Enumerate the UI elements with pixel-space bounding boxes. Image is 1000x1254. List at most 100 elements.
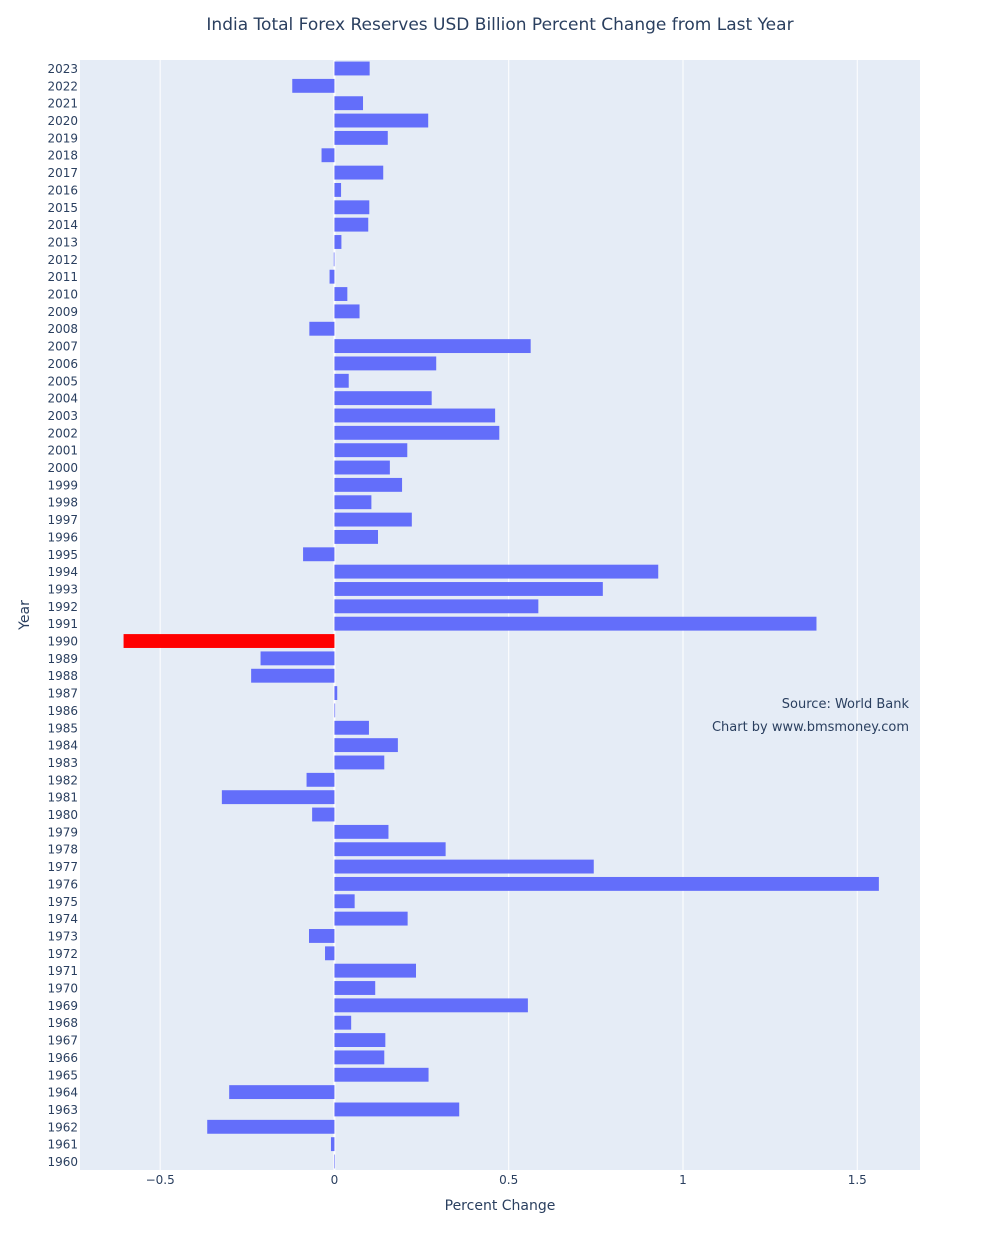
y-tick-label: 1999 xyxy=(47,478,78,492)
bar xyxy=(334,998,528,1013)
y-tick-label: 1974 xyxy=(47,912,78,926)
y-tick-label: 1987 xyxy=(47,687,78,701)
y-tick-label: 2009 xyxy=(47,305,78,319)
bar xyxy=(334,720,369,735)
chart-title: India Total Forex Reserves USD Billion P… xyxy=(206,15,793,35)
bar xyxy=(334,529,379,544)
y-tick-label: 1993 xyxy=(47,582,78,596)
y-tick-label: 2015 xyxy=(47,201,78,215)
y-tick-label: 1976 xyxy=(47,877,78,891)
bar xyxy=(334,477,403,492)
y-tick-label: 1998 xyxy=(47,496,78,510)
y-tick-label: 1965 xyxy=(47,1068,78,1082)
bar xyxy=(334,876,879,891)
bar xyxy=(309,321,335,336)
bar xyxy=(334,425,500,440)
bar xyxy=(334,1015,352,1030)
y-tick-label: 1991 xyxy=(47,617,78,631)
bar xyxy=(334,1033,386,1047)
bar xyxy=(334,824,389,839)
x-axis-tick-labels: −0.5 0 0.5 1 1.5 xyxy=(146,1173,867,1187)
y-tick-label: 1971 xyxy=(47,964,78,978)
bar xyxy=(306,772,335,787)
y-tick-label: 1968 xyxy=(47,1016,78,1030)
bar xyxy=(334,616,817,631)
y-tick-label: 1983 xyxy=(47,756,78,770)
bar xyxy=(312,807,335,822)
bar xyxy=(334,113,429,128)
y-tick-label: 1985 xyxy=(47,721,78,735)
bar xyxy=(334,859,594,874)
y-tick-label: 2016 xyxy=(47,183,78,197)
x-tick-label: 0 xyxy=(331,1173,339,1187)
bar xyxy=(334,373,349,388)
y-tick-label: 1972 xyxy=(47,947,78,961)
y-tick-label: 2018 xyxy=(47,149,78,163)
y-tick-label: 1961 xyxy=(47,1138,78,1152)
bar xyxy=(334,165,384,180)
y-tick-label: 1981 xyxy=(47,791,78,805)
y-tick-label: 1962 xyxy=(47,1120,78,1134)
y-tick-label: 2002 xyxy=(47,426,78,440)
y-tick-label: 1963 xyxy=(47,1103,78,1117)
y-tick-label: 1977 xyxy=(47,860,78,874)
bar xyxy=(334,564,659,579)
bar xyxy=(221,790,335,805)
y-tick-label: 2010 xyxy=(47,288,78,302)
y-tick-label: 1984 xyxy=(47,739,78,753)
y-tick-label: 1975 xyxy=(47,895,78,909)
bar xyxy=(334,842,446,857)
source-annotation: Source: World Bank xyxy=(782,697,910,712)
bar xyxy=(334,183,342,197)
bar xyxy=(334,1067,429,1082)
bar xyxy=(334,495,372,510)
bar xyxy=(334,443,408,458)
bar xyxy=(334,460,390,475)
y-tick-label: 1973 xyxy=(47,929,78,943)
y-tick-label: 2007 xyxy=(47,340,78,354)
bar xyxy=(334,235,342,249)
bar xyxy=(303,547,335,562)
y-tick-label: 2017 xyxy=(47,166,78,180)
bar xyxy=(207,1119,335,1134)
bar xyxy=(334,981,376,995)
y-tick-label: 1992 xyxy=(47,600,78,614)
bar xyxy=(334,582,603,596)
y-tick-label: 2021 xyxy=(47,97,78,111)
y-tick-label: 2013 xyxy=(47,235,78,249)
bar xyxy=(229,1085,335,1100)
bar xyxy=(334,686,338,701)
x-axis-label: Percent Change xyxy=(445,1198,556,1214)
y-axis-label: Year xyxy=(17,600,33,631)
y-tick-label: 1969 xyxy=(47,999,78,1013)
y-tick-label: 1960 xyxy=(47,1155,78,1169)
y-tick-label: 1978 xyxy=(47,843,78,857)
bar xyxy=(334,339,531,354)
bars xyxy=(123,61,879,1169)
bar xyxy=(334,894,355,909)
bar xyxy=(333,252,335,267)
y-tick-label: 2000 xyxy=(47,461,78,475)
bar xyxy=(334,356,437,371)
bar xyxy=(308,929,335,943)
y-axis-tick-labels: 1960 1961 1962 1963 1964 1965 1966 1967 1968 1969… xyxy=(47,62,78,1169)
y-tick-label: 2008 xyxy=(47,322,78,336)
y-tick-label: 1989 xyxy=(47,652,78,666)
x-tick-label: 0.5 xyxy=(499,1173,518,1187)
y-tick-label: 2001 xyxy=(47,444,78,458)
y-tick-label: 2004 xyxy=(47,392,78,406)
x-tick-label: 1.5 xyxy=(848,1173,867,1187)
bar xyxy=(334,408,496,423)
bar xyxy=(334,963,416,978)
bar xyxy=(334,755,385,770)
y-tick-label: 2005 xyxy=(47,374,78,388)
y-tick-label: 2012 xyxy=(47,253,78,267)
x-tick-label: 1 xyxy=(679,1173,687,1187)
bar xyxy=(334,287,348,301)
bar xyxy=(325,946,335,961)
credit-annotation: Chart by www.bmsmoney.com xyxy=(712,720,909,735)
bar xyxy=(334,1102,460,1117)
bar xyxy=(334,703,336,718)
bar xyxy=(334,304,360,319)
